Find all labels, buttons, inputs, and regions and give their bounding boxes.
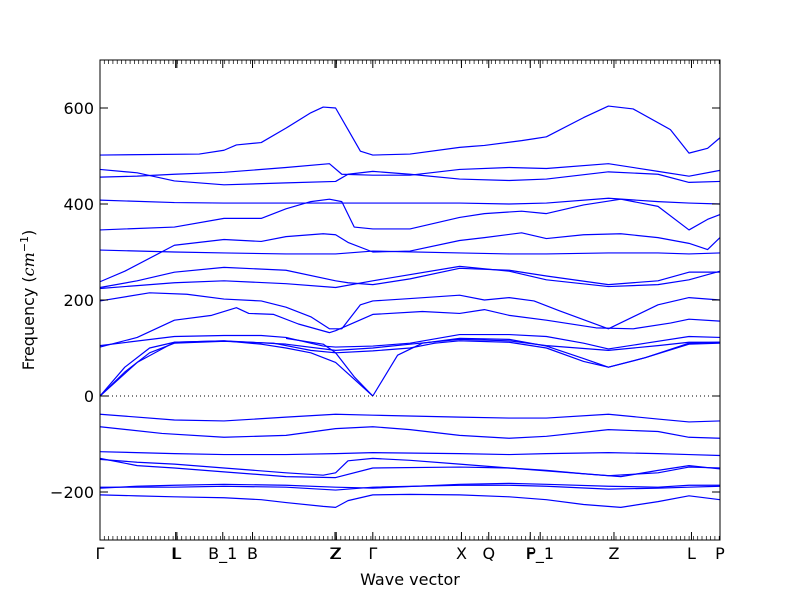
y-axis-label-close: ) xyxy=(19,230,38,236)
x-tick-label: Γ xyxy=(368,544,377,563)
band-line-16 xyxy=(372,337,721,397)
y-tick-label: 200 xyxy=(63,291,94,310)
band-line-11 xyxy=(99,307,721,348)
x-tick-label: Γ xyxy=(96,544,105,563)
bands-group xyxy=(99,105,721,508)
band-line-5 xyxy=(99,198,721,231)
band-line-13 xyxy=(99,338,720,397)
band-line-20 xyxy=(99,451,721,457)
x-axis-ticks: Γ LL B_1 B ZZ Γ X Q FP_1 Z L P xyxy=(96,60,725,564)
x-tick-label: L xyxy=(172,544,181,563)
x-tick-label: Z xyxy=(608,544,619,563)
band-line-19 xyxy=(99,426,721,439)
x-tick-label: P xyxy=(715,544,725,563)
band-line-15 xyxy=(99,340,374,397)
band-line-22 xyxy=(99,457,721,479)
x-tick-label: B_1 xyxy=(208,544,237,564)
y-tick-label: 600 xyxy=(63,99,94,118)
y-axis-label: Frequency (cm−1) xyxy=(18,230,38,371)
y-tick-label: −200 xyxy=(50,483,94,502)
y-axis-label-exponent: −1 xyxy=(18,236,31,252)
x-tick-label: F xyxy=(526,544,535,563)
band-line-8 xyxy=(99,266,720,289)
band-line-17 xyxy=(285,337,374,397)
band-line-10 xyxy=(99,292,721,330)
y-tick-label: 0 xyxy=(84,387,94,406)
minor-ticks-group xyxy=(99,60,720,540)
y-axis-label-main: Frequency xyxy=(19,288,38,371)
x-axis-label: Wave vector xyxy=(360,570,460,589)
band-line-18 xyxy=(99,413,721,423)
x-tick-label: Z xyxy=(331,544,342,563)
band-line-7 xyxy=(99,249,721,255)
band-line-9 xyxy=(99,265,721,290)
band-line-4 xyxy=(99,197,721,205)
band-line-6 xyxy=(99,232,721,283)
y-axis-label-open: ( xyxy=(19,276,38,282)
band-line-21 xyxy=(99,457,721,478)
x-tick-label: X xyxy=(456,544,467,563)
y-axis-ticks: −200 0 200 400 600 xyxy=(50,99,720,502)
x-tick-label: L xyxy=(687,544,696,563)
band-line-12 xyxy=(99,333,721,350)
y-axis-label-unit: cm xyxy=(19,252,38,276)
x-tick-label: L xyxy=(171,544,180,563)
band-line-2 xyxy=(99,168,721,186)
x-tick-label: Z xyxy=(329,544,340,563)
band-line-24 xyxy=(100,484,721,491)
y-tick-label: 400 xyxy=(63,195,94,214)
x-tick-label: B xyxy=(247,544,258,563)
x-tick-label: P_1 xyxy=(526,544,554,564)
band-line-1 xyxy=(99,105,721,156)
x-tick-label: Q xyxy=(482,544,495,563)
band-line-3 xyxy=(99,163,721,178)
band-line-25 xyxy=(99,493,721,508)
